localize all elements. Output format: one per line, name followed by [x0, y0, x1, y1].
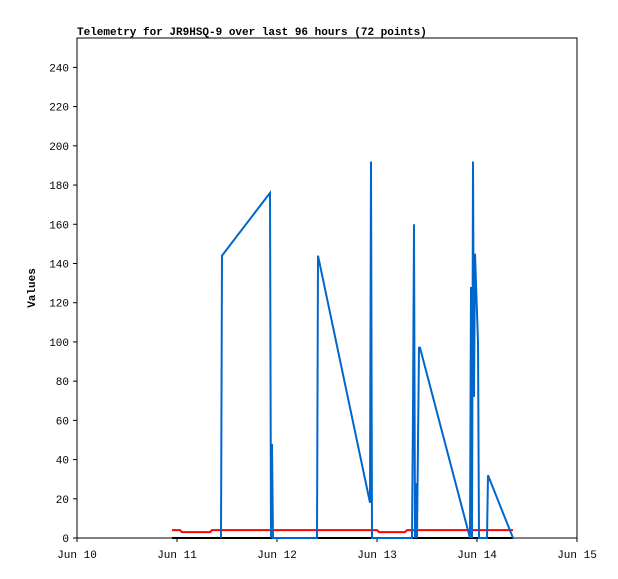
y-tick-label: 100 — [49, 338, 69, 350]
y-tick-label: 180 — [49, 181, 69, 193]
y-tick-label: 240 — [49, 63, 69, 75]
x-tick-label: Jun 15 — [557, 550, 597, 562]
y-tick-label: 140 — [49, 259, 69, 271]
y-tick-label: 160 — [49, 220, 69, 232]
y-tick-label: 20 — [56, 495, 69, 507]
x-tick-label: Jun 11 — [157, 550, 197, 562]
x-tick-label: Jun 13 — [357, 550, 397, 562]
plot-frame — [76, 37, 578, 539]
y-tick-label: 200 — [49, 142, 69, 154]
data-line — [172, 529, 513, 534]
x-tick-label: Jun 12 — [257, 550, 297, 562]
y-tick-label: 220 — [49, 103, 69, 115]
x-tick-label: Jun 14 — [457, 550, 497, 562]
y-tick-label: 60 — [56, 416, 69, 428]
y-tick-label: 120 — [49, 299, 69, 311]
chart-title: Telemetry for JR9HSQ-9 over last 96 hour… — [77, 27, 427, 39]
data-line — [220, 161, 514, 539]
y-tick-label: 0 — [62, 534, 69, 546]
y-axis-label: Values — [27, 268, 39, 308]
y-tick-label: 80 — [56, 377, 69, 389]
y-tick-label: 40 — [56, 456, 69, 468]
x-tick-label: Jun 10 — [57, 550, 97, 562]
